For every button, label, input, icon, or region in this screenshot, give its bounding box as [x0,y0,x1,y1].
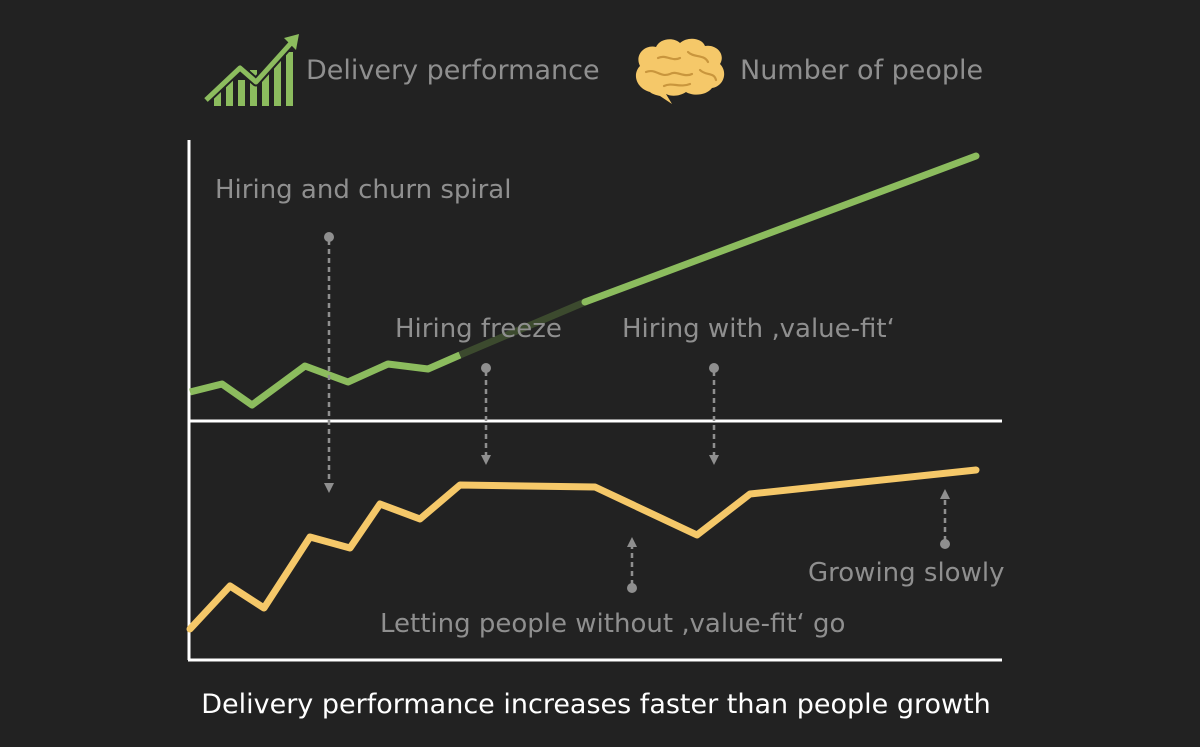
annotation-growing-slowly-label: Growing slowly [808,558,1004,588]
annotation-hiring-value-fit-label: Hiring with ‚value-fit‘ [622,314,895,344]
annotation-hiring-churn-label: Hiring and churn spiral [215,175,511,205]
growth-chart-icon [202,34,299,106]
brain-icon [635,38,725,104]
annotation-hiring-freeze: Hiring freeze [395,314,562,465]
annotation-growing-slowly: Growing slowly [808,489,1004,588]
diagram-caption: Delivery performance increases faster th… [201,689,991,720]
legend-performance-label: Delivery performance [306,55,600,86]
people-series [186,466,980,633]
annotation-hiring-churn: Hiring and churn spiral [215,175,511,493]
annotation-letting-go: Letting people without ‚value-fit‘ go [380,537,845,639]
annotation-hiring-value-fit: Hiring with ‚value-fit‘ [622,314,895,465]
axes [187,140,1002,662]
performance-transition-segment [458,298,587,359]
legend: Delivery performance Number of people [202,34,983,106]
annotation-hiring-freeze-label: Hiring freeze [395,314,562,344]
performance-series [189,152,980,409]
legend-people-label: Number of people [740,55,983,86]
performance-growth-segment [581,152,980,306]
annotation-letting-go-label: Letting people without ‚value-fit‘ go [380,609,845,639]
